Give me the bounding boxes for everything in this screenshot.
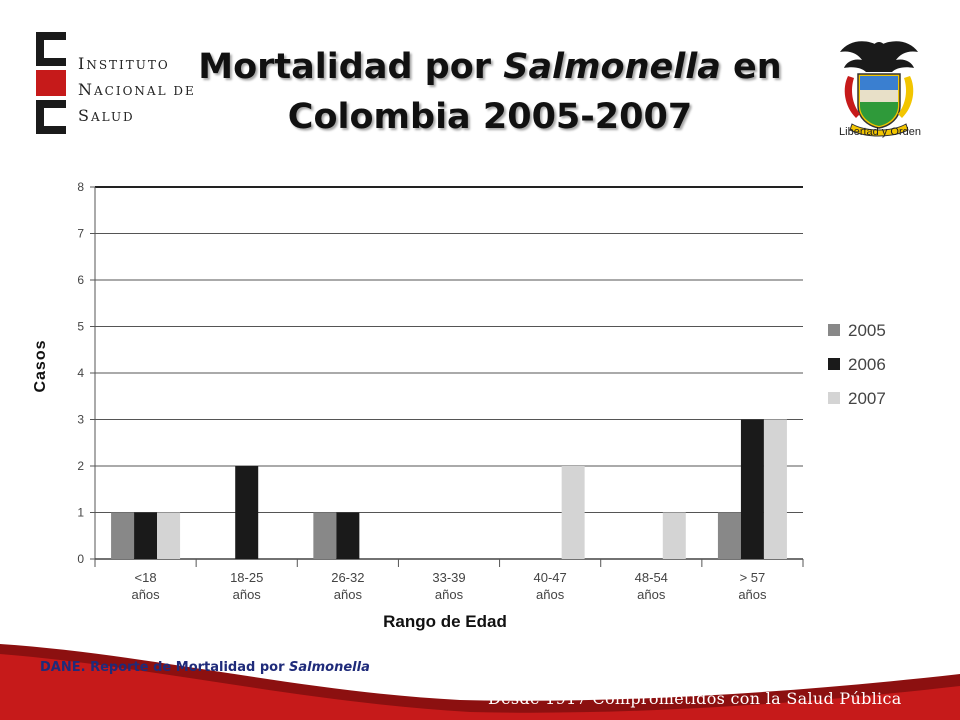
bar-2007-0 bbox=[157, 512, 181, 559]
y-tick-label: 3 bbox=[77, 413, 84, 427]
coat-of-arms-motto: Libertad y Orden bbox=[839, 126, 921, 138]
chart-gridlines bbox=[95, 186, 803, 513]
x-tick-label: 48-54 bbox=[635, 570, 668, 585]
coat-of-arms-icon bbox=[840, 41, 918, 137]
footer-banner bbox=[0, 644, 960, 720]
y-tick-label: 6 bbox=[77, 273, 84, 287]
x-tick-label: 33-39 bbox=[432, 570, 465, 585]
y-axis-label: Casos bbox=[32, 339, 49, 392]
title-line-2: Colombia 2005-2007 bbox=[287, 97, 693, 137]
x-tick-label-line2: años bbox=[334, 587, 363, 602]
bar-2005-2 bbox=[313, 512, 337, 559]
mortality-bar-chart: 0 1 2 3 4 5 6 7 8 <18 años 18-25 años 26-32 años 33-39… bbox=[32, 180, 886, 631]
bar-2005-0 bbox=[111, 512, 135, 559]
y-tick-label: 0 bbox=[77, 552, 84, 566]
bar-2007-5 bbox=[662, 512, 686, 559]
legend-swatch-2007 bbox=[828, 392, 840, 404]
y-tick-label: 1 bbox=[77, 506, 84, 520]
instituto-nacional-de-salud-logo: INSTITUTO NACIONAL DE SALUD bbox=[36, 32, 194, 136]
legend-swatch-2006 bbox=[828, 358, 840, 370]
chart-legend: 2005 2006 2007 bbox=[828, 321, 886, 408]
x-tick-label: <18 bbox=[135, 570, 157, 585]
y-tick-label: 5 bbox=[77, 320, 84, 334]
bar-2006-0 bbox=[134, 512, 158, 559]
x-tick-label: > 57 bbox=[740, 570, 766, 585]
x-tick-label: 40-47 bbox=[534, 570, 567, 585]
slide-title: Mortalidad por Salmonella en Colombia 20… bbox=[170, 42, 810, 142]
ins-logo-mark-icon bbox=[36, 32, 66, 134]
bar-2006-2 bbox=[336, 512, 360, 559]
x-tick-label-line2: años bbox=[131, 587, 160, 602]
x-tick-label: 26-32 bbox=[331, 570, 364, 585]
chart-bars bbox=[111, 419, 787, 559]
bar-2007-4 bbox=[561, 466, 585, 559]
logo-line-1: INSTITUTO bbox=[78, 54, 170, 73]
bar-2007-6 bbox=[763, 419, 787, 559]
title-line-1: Mortalidad por Salmonella en bbox=[198, 47, 782, 87]
x-axis-ticks: <18 años 18-25 años 26-32 años 33-39 años 40-47 a… bbox=[94, 559, 804, 602]
y-tick-label: 2 bbox=[77, 459, 84, 473]
legend-swatch-2005 bbox=[828, 324, 840, 336]
source-citation: DANE. Reporte de Mortalidad por Salmonel… bbox=[40, 660, 370, 675]
y-tick-label: 4 bbox=[77, 366, 84, 380]
bar-2005-6 bbox=[717, 512, 741, 559]
x-tick-label-line2: años bbox=[233, 587, 262, 602]
x-tick-label-line2: años bbox=[536, 587, 565, 602]
logo-line-3: SALUD bbox=[78, 106, 135, 125]
legend-label-2005: 2005 bbox=[848, 321, 886, 340]
x-tick-label-line2: años bbox=[435, 587, 464, 602]
bar-2006-1 bbox=[235, 466, 259, 559]
x-tick-label-line2: años bbox=[637, 587, 666, 602]
x-tick-label-line2: años bbox=[738, 587, 767, 602]
y-tick-label: 7 bbox=[77, 227, 84, 241]
x-axis-label: Rango de Edad bbox=[383, 612, 507, 631]
bar-2006-6 bbox=[740, 419, 764, 559]
y-axis-ticks: 0 1 2 3 4 5 6 7 8 bbox=[77, 180, 95, 566]
footer-slogan: Desde 1917 Comprometidos con la Salud Pú… bbox=[488, 689, 902, 708]
y-tick-label: 8 bbox=[77, 180, 84, 194]
logo-line-2: NACIONAL DE bbox=[78, 80, 196, 99]
legend-label-2007: 2007 bbox=[848, 389, 886, 408]
x-tick-label: 18-25 bbox=[230, 570, 263, 585]
legend-label-2006: 2006 bbox=[848, 355, 886, 374]
